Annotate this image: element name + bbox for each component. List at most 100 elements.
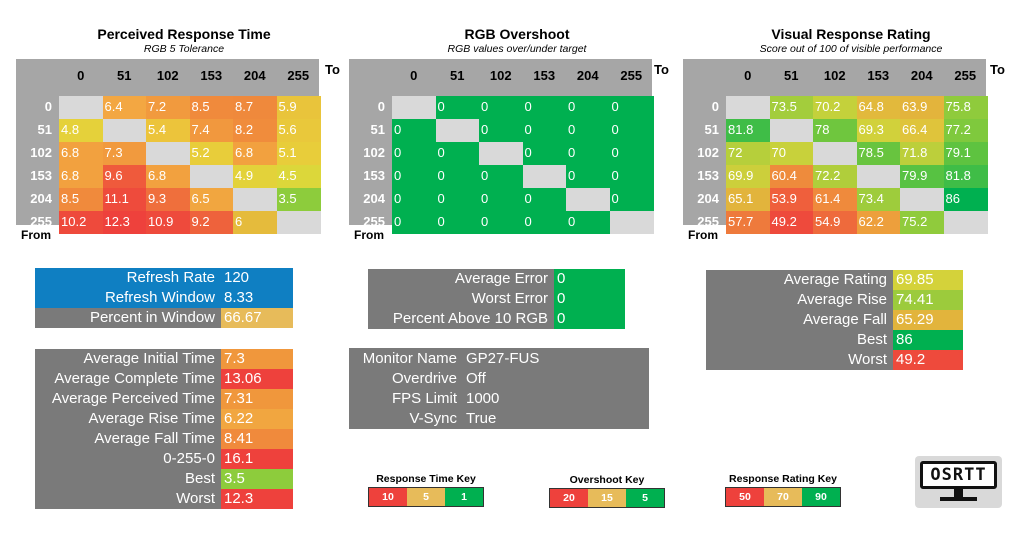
stat-label: Average Error [368,269,554,289]
key-title: Response Rating Key [729,473,837,485]
response-time-key: Response Time Key 10 5 1 [368,471,484,507]
heatmap-cell: 5.1 [276,141,321,166]
key-swatches: 50 70 90 [725,487,841,507]
stat-label: Best [35,469,221,489]
heatmap-title: Visual Response Rating [771,26,931,42]
stat-row: Average Error 0 [368,269,625,289]
heatmap-cell: 60.4 [769,164,814,189]
diagonal-cell [609,210,654,234]
error-panel: Average Error 0 Worst Error 0 Percent Above … [368,269,625,329]
heatmap-subtitle: Score out of 100 of visible performance [759,43,943,55]
stat-row: Average Perceived Time 7.31 [35,389,293,409]
to-label: To [325,62,340,77]
heatmap-cell: 73.5 [769,96,814,120]
heatmap-perceived-response-time: Perceived Response Time RGB 5 Tolerance … [16,26,352,242]
heatmap-cell: 0 [479,187,523,211]
row-header: 51 [37,121,52,137]
stat-value: 0 [554,309,625,329]
heatmap-cell: 4.8 [59,118,103,143]
heatmap-cell: 0 [479,164,523,189]
heatmap-cell: 0 [435,96,480,120]
diagonal-cell [189,164,234,189]
heatmap-cell: 10.9 [146,210,190,234]
heatmap-cell: 8.5 [189,96,234,120]
heatmap-cell: 8.2 [233,118,277,143]
stat-row: Average Complete Time 13.06 [35,369,293,389]
heatmap-cell: 0 [566,96,610,120]
monitor-panel: Monitor Name GP27-FUS Overdrive Off FPS Li… [349,348,649,429]
stat-value: 120 [221,268,293,288]
diagonal-cell [813,141,857,166]
monitor-logo-icon: OSRTT [915,456,1002,508]
heatmap-cell: 0 [435,210,480,234]
stat-label: Refresh Rate [35,268,221,288]
stat-value: 49.2 [893,350,963,370]
heatmap-cell: 0 [609,118,654,143]
column-header: 153 [200,68,223,83]
heatmap-cell: 6.5 [189,187,234,211]
stat-row: Refresh Window 8.33 [35,288,293,308]
heatmap-cell: 4.9 [233,164,277,189]
heatmap-cell: 0 [609,141,654,166]
heatmap-title: RGB Overshoot [464,26,570,42]
stat-row: Average Rating 69.85 [706,270,963,290]
heatmap-cell: 63.9 [900,96,944,120]
heatmap-cell: 79.1 [943,141,988,166]
heatmap-cell: 7.3 [102,141,147,166]
heatmap-cell: 0 [522,141,567,166]
diagonal-cell [943,210,988,234]
overdrive-value: Off [466,370,486,387]
column-header: 153 [867,68,890,83]
diagonal-cell [392,96,436,120]
key-swatch: 50 [726,488,764,506]
heatmap-cell: 49.2 [769,210,814,234]
key-swatch: 90 [802,488,840,506]
row-header: 255 [363,213,385,229]
diagonal-cell [479,141,523,166]
response-rating-key: Response Rating Key 50 70 90 [725,471,841,507]
column-header: 102 [489,68,512,83]
stat-value: 0 [554,269,625,289]
column-header: 0 [410,68,418,83]
diagonal-cell [276,210,321,234]
stat-value: 8.41 [221,429,293,449]
stat-value: 65.29 [893,310,963,330]
heatmap-cell: 0 [566,141,610,166]
stat-row: Worst 49.2 [706,350,963,370]
heatmap-cell: 9.6 [102,164,147,189]
vsync-label: V-Sync [409,410,457,427]
stat-row: Average Rise 74.41 [706,290,963,310]
diagonal-cell [146,141,190,166]
stat-value: 69.85 [893,270,963,290]
heatmap-cell: 0 [435,187,480,211]
key-swatch: 20 [550,489,588,507]
key-swatch: 70 [764,488,802,506]
stat-label: Percent in Window [35,308,221,328]
diagonal-cell [102,118,147,143]
heatmap-cell: 5.4 [146,118,190,143]
diagonal-cell [566,187,610,211]
diagonal-cell [769,118,814,143]
stat-label: Average Fall [706,310,893,330]
heatmap-cell: 0 [522,96,567,120]
heatmap-cell: 0 [522,187,567,211]
heatmap-cell: 6.8 [59,164,103,189]
stat-value: 7.3 [221,349,293,369]
key-title: Overshoot Key [569,474,645,486]
heatmap-cell: 54.9 [813,210,857,234]
heatmap-cell: 64.8 [856,96,901,120]
heatmap-cell: 0 [609,164,654,189]
heatmap-cell: 8.5 [59,187,103,211]
stat-label: Average Initial Time [35,349,221,369]
column-header: 102 [823,68,846,83]
row-header: 51 [370,121,385,137]
stat-row: Refresh Rate 120 [35,268,293,288]
stat-label: Average Rise [706,290,893,310]
heatmap-cell: 81.8 [943,164,988,189]
heatmap-cell: 72 [726,141,770,166]
heatmap-cell: 6.8 [233,141,277,166]
heatmap-cell: 73.4 [856,187,901,211]
stat-row: Percent in Window 66.67 [35,308,293,328]
column-header: 0 [77,68,85,83]
row-header: 153 [30,167,52,183]
